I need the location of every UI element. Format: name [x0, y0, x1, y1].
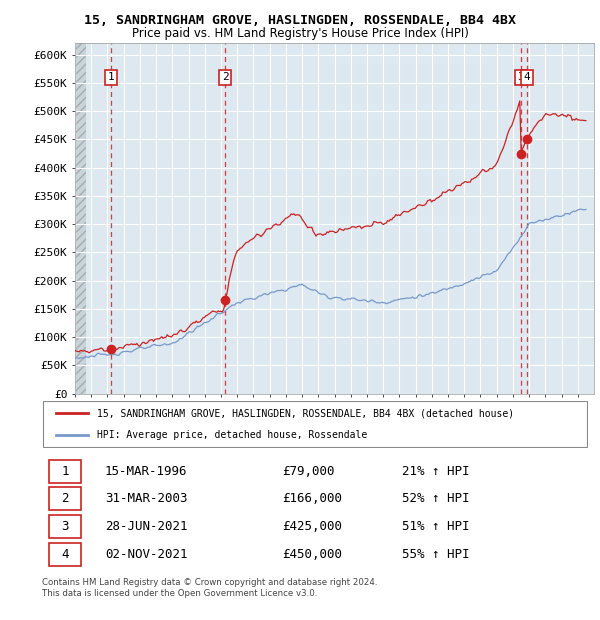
Text: 15, SANDRINGHAM GROVE, HASLINGDEN, ROSSENDALE, BB4 4BX (detached house): 15, SANDRINGHAM GROVE, HASLINGDEN, ROSSE…: [97, 408, 514, 419]
Text: 51% ↑ HPI: 51% ↑ HPI: [403, 520, 470, 533]
Text: Price paid vs. HM Land Registry's House Price Index (HPI): Price paid vs. HM Land Registry's House …: [131, 27, 469, 40]
Text: This data is licensed under the Open Government Licence v3.0.: This data is licensed under the Open Gov…: [42, 589, 317, 598]
Text: 3: 3: [61, 520, 68, 533]
FancyBboxPatch shape: [43, 402, 587, 446]
Text: 28-JUN-2021: 28-JUN-2021: [105, 520, 187, 533]
Text: £425,000: £425,000: [282, 520, 342, 533]
FancyBboxPatch shape: [49, 461, 82, 484]
Text: £450,000: £450,000: [282, 547, 342, 560]
Text: 02-NOV-2021: 02-NOV-2021: [105, 547, 187, 560]
Text: 1: 1: [107, 73, 114, 82]
Text: 4: 4: [523, 73, 530, 82]
Text: 3: 3: [518, 73, 524, 82]
FancyBboxPatch shape: [49, 542, 82, 565]
Text: 21% ↑ HPI: 21% ↑ HPI: [403, 466, 470, 479]
Text: 52% ↑ HPI: 52% ↑ HPI: [403, 492, 470, 505]
Text: 1: 1: [61, 466, 68, 479]
Text: Contains HM Land Registry data © Crown copyright and database right 2024.: Contains HM Land Registry data © Crown c…: [42, 578, 377, 587]
Text: £79,000: £79,000: [282, 466, 335, 479]
FancyBboxPatch shape: [49, 487, 82, 510]
Text: HPI: Average price, detached house, Rossendale: HPI: Average price, detached house, Ross…: [97, 430, 367, 440]
Text: 15-MAR-1996: 15-MAR-1996: [105, 466, 187, 479]
FancyBboxPatch shape: [49, 515, 82, 538]
Text: 15, SANDRINGHAM GROVE, HASLINGDEN, ROSSENDALE, BB4 4BX: 15, SANDRINGHAM GROVE, HASLINGDEN, ROSSE…: [84, 14, 516, 27]
Text: 55% ↑ HPI: 55% ↑ HPI: [403, 547, 470, 560]
Text: 4: 4: [61, 547, 68, 560]
Text: 2: 2: [61, 492, 68, 505]
Text: £166,000: £166,000: [282, 492, 342, 505]
Text: 2: 2: [221, 73, 229, 82]
Text: 31-MAR-2003: 31-MAR-2003: [105, 492, 187, 505]
